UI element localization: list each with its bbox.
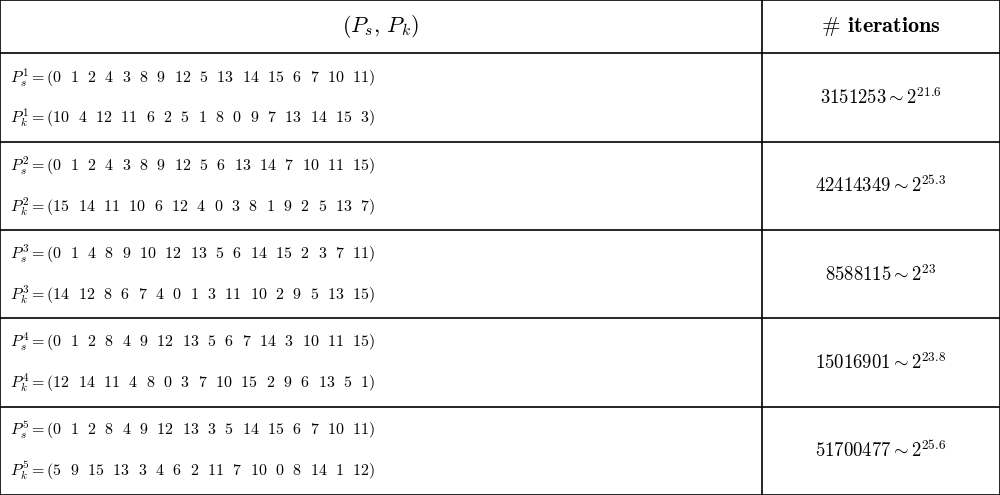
Text: $P_k^{2} = (15\ \ 14\ \ 11\ \ 10\ \ 6\ \ 12\ \ 4\ \ 0\ \ 3\ \ 8\ \ 1\ \ 9\ \ 2\ : $P_k^{2} = (15\ \ 14\ \ 11\ \ 10\ \ 6\ \…	[10, 195, 375, 218]
Text: $42414349\sim 2^{25.3}$: $42414349\sim 2^{25.3}$	[815, 175, 947, 197]
Text: $15016901\sim 2^{23.8}$: $15016901\sim 2^{23.8}$	[815, 352, 947, 373]
Text: $P_k^{3} = (14\ \ 12\ \ 8\ \ 6\ \ 7\ \ 4\ \ 0\ \ 1\ \ 3\ \ 11\ \ 10\ \ 2\ \ 9\ \: $P_k^{3} = (14\ \ 12\ \ 8\ \ 6\ \ 7\ \ 4…	[10, 283, 375, 306]
Text: $(P_s,\,P_k)$: $(P_s,\,P_k)$	[342, 13, 420, 40]
Text: $P_s^{1} = (0\ \ 1\ \ 2\ \ 4\ \ 3\ \ 8\ \ 9\ \ 12\ \ 5\ \ 13\ \ 14\ \ 15\ \ 6\ \: $P_s^{1} = (0\ \ 1\ \ 2\ \ 4\ \ 3\ \ 8\ …	[10, 66, 375, 89]
Text: $P_k^{1} = (10\ \ 4\ \ 12\ \ 11\ \ 6\ \ 2\ \ 5\ \ 1\ \ 8\ \ 0\ \ 9\ \ 7\ \ 13\ \: $P_k^{1} = (10\ \ 4\ \ 12\ \ 11\ \ 6\ \ …	[10, 106, 375, 129]
Text: $P_s^{4} = (0\ \ 1\ \ 2\ \ 8\ \ 4\ \ 9\ \ 12\ \ 13\ \ 5\ \ 6\ \ 7\ \ 14\ \ 3\ \ : $P_s^{4} = (0\ \ 1\ \ 2\ \ 8\ \ 4\ \ 9\ …	[10, 331, 375, 353]
Text: $P_k^{5} = (5\ \ 9\ \ 15\ \ 13\ \ 3\ \ 4\ \ 6\ \ 2\ \ 11\ \ 7\ \ 10\ \ 0\ \ 8\ \: $P_k^{5} = (5\ \ 9\ \ 15\ \ 13\ \ 3\ \ 4…	[10, 460, 375, 482]
Text: $P_s^{3} = (0\ \ 1\ \ 4\ \ 8\ \ 9\ \ 10\ \ 12\ \ 13\ \ 5\ \ 6\ \ 14\ \ 15\ \ 2\ : $P_s^{3} = (0\ \ 1\ \ 4\ \ 8\ \ 9\ \ 10\…	[10, 243, 375, 265]
Text: $51700477\sim 2^{25.6}$: $51700477\sim 2^{25.6}$	[815, 441, 947, 461]
Text: $P_k^{4} = (12\ \ 14\ \ 11\ \ 4\ \ 8\ \ 0\ \ 3\ \ 7\ \ 10\ \ 15\ \ 2\ \ 9\ \ 6\ : $P_k^{4} = (12\ \ 14\ \ 11\ \ 4\ \ 8\ \ …	[10, 372, 375, 394]
Text: $P_s^{5} = (0\ \ 1\ \ 2\ \ 8\ \ 4\ \ 9\ \ 12\ \ 13\ \ 3\ \ 5\ \ 14\ \ 15\ \ 6\ \: $P_s^{5} = (0\ \ 1\ \ 2\ \ 8\ \ 4\ \ 9\ …	[10, 420, 375, 442]
Text: $\#$ $\mathbf{iterations}$: $\#$ $\mathbf{iterations}$	[821, 15, 941, 38]
Text: $3151253\sim 2^{21.6}$: $3151253\sim 2^{21.6}$	[820, 87, 942, 108]
Text: $P_s^{2} = (0\ \ 1\ \ 2\ \ 4\ \ 3\ \ 8\ \ 9\ \ 12\ \ 5\ \ 6\ \ 13\ \ 14\ \ 7\ \ : $P_s^{2} = (0\ \ 1\ \ 2\ \ 4\ \ 3\ \ 8\ …	[10, 154, 375, 177]
Text: $8588115\sim 2^{23}$: $8588115\sim 2^{23}$	[825, 264, 937, 285]
